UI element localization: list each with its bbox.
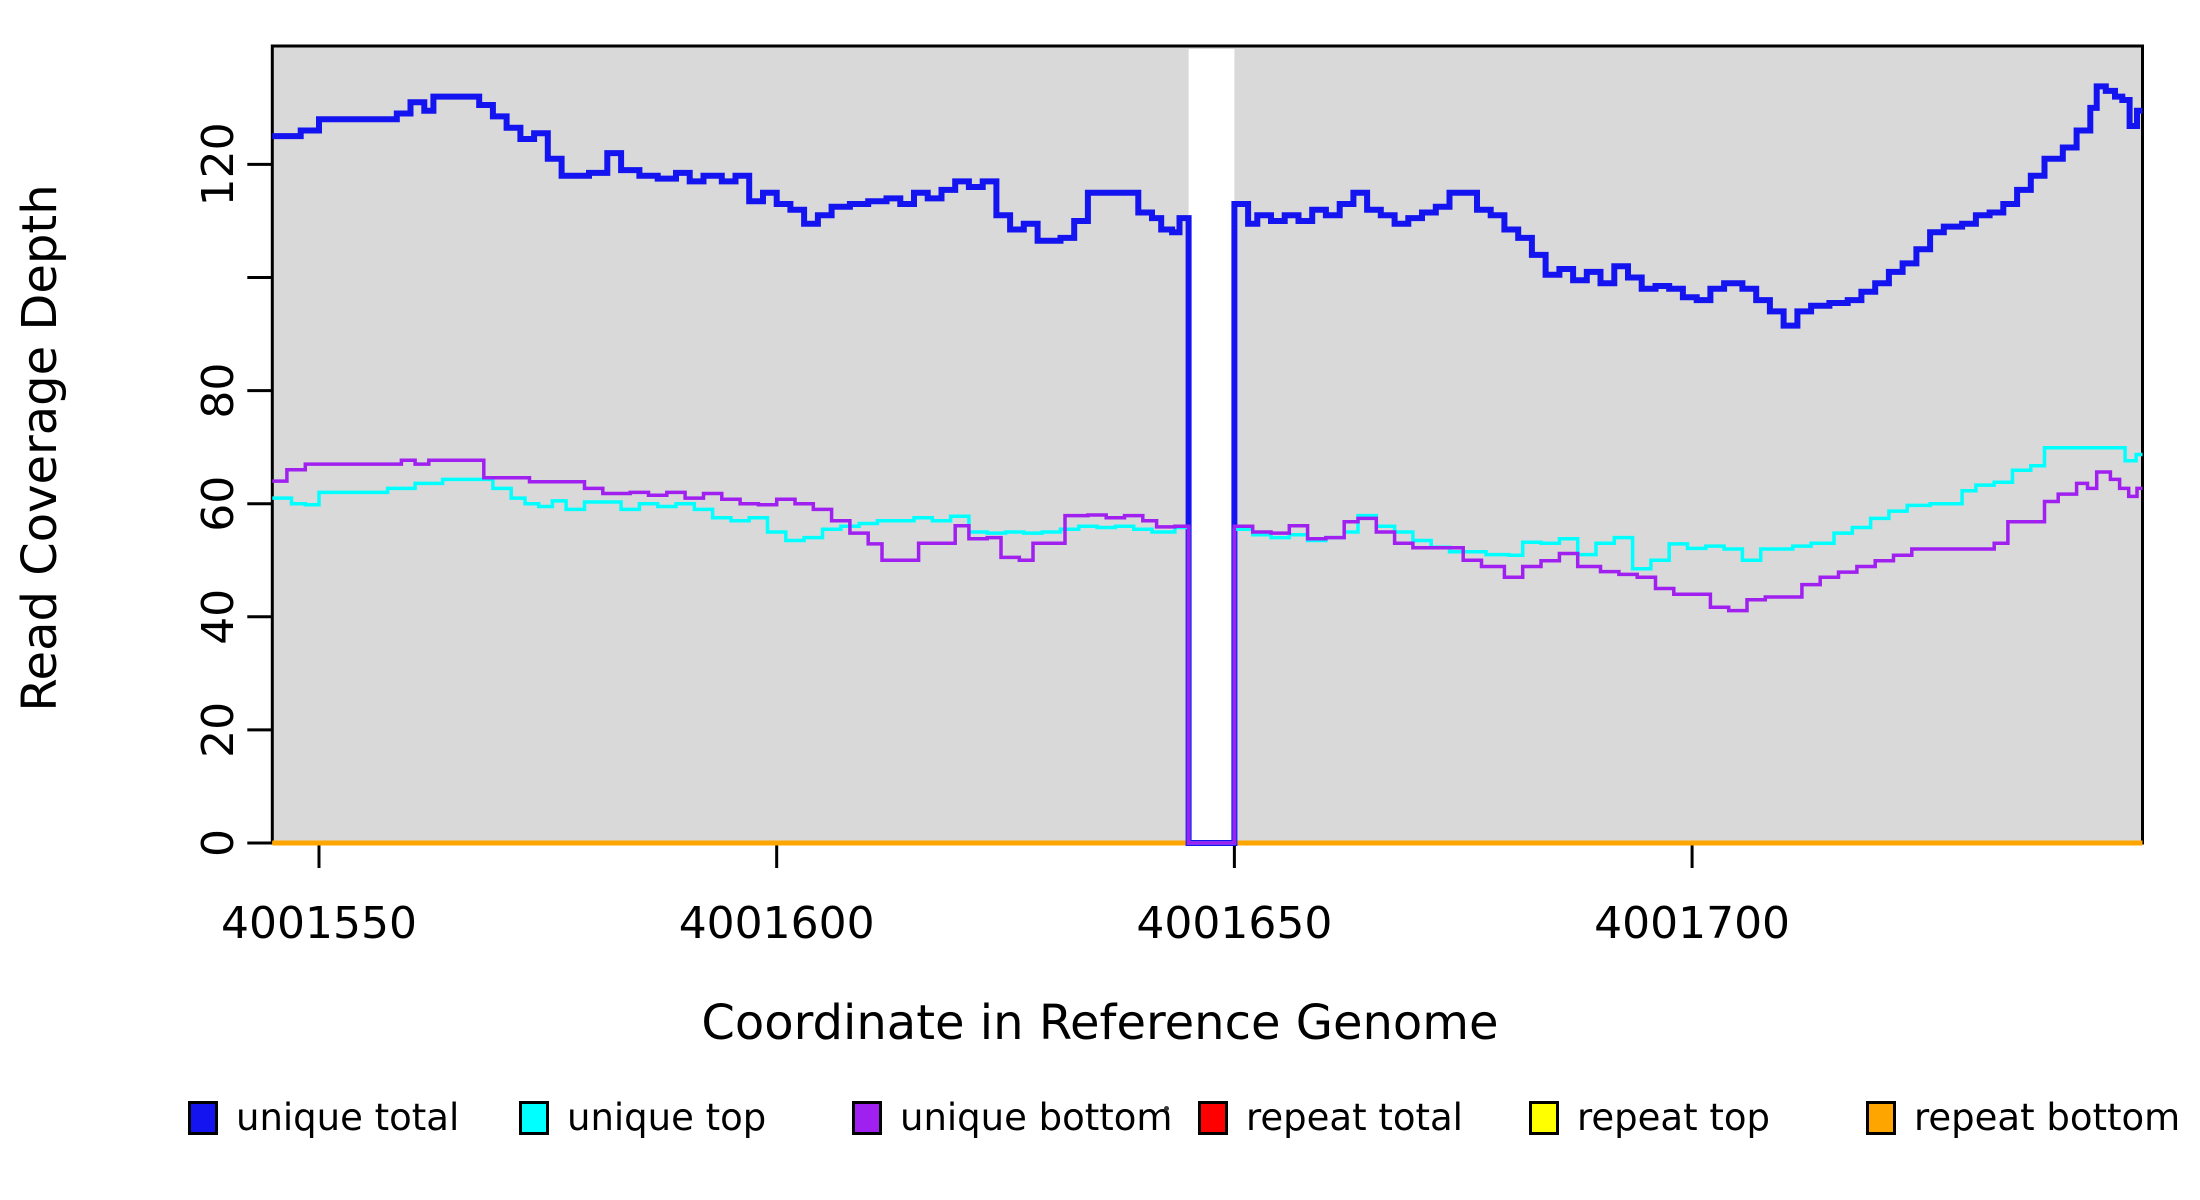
y-axis-title: Read Coverage Depth: [12, 184, 68, 712]
x-tick-label: 4001700: [1594, 898, 1790, 949]
y-tick-label: 120: [193, 122, 244, 206]
y-tick-label: 40: [193, 589, 244, 645]
series-unique-bottom: [272, 458, 2143, 845]
x-tick-label: 4001600: [679, 898, 875, 949]
gap-band: [1188, 49, 1235, 843]
y-tick-label: 60: [193, 476, 244, 532]
x-tick-label: 4001650: [1136, 898, 1332, 949]
x-axis-title: Coordinate in Reference Genome: [701, 995, 1499, 1051]
y-tick-label: 20: [193, 702, 244, 758]
y-tick-label: 0: [193, 829, 244, 857]
y-tick-label: 80: [193, 363, 244, 419]
series-unique-total: [272, 83, 2143, 846]
x-tick-label: 4001550: [221, 898, 417, 949]
